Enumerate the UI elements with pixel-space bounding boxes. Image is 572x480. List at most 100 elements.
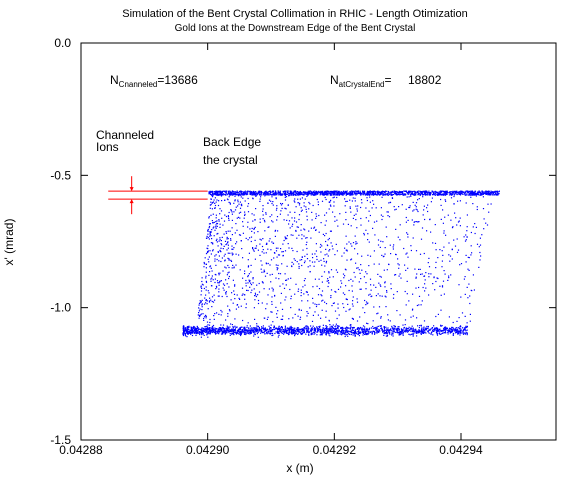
scatter-point xyxy=(281,203,284,205)
scatter-point xyxy=(214,273,216,276)
scatter-point xyxy=(206,321,209,323)
scatter-point xyxy=(465,190,467,192)
scatter-point xyxy=(486,193,488,195)
scatter-point xyxy=(184,331,186,333)
scatter-point xyxy=(334,333,336,335)
scatter-point xyxy=(270,311,272,313)
scatter-point xyxy=(333,205,335,207)
scatter-point xyxy=(219,239,221,241)
scatter-point xyxy=(354,335,356,337)
scatter-point xyxy=(242,225,244,227)
scatter-point xyxy=(380,327,382,330)
scatter-point xyxy=(252,248,254,250)
scatter-point xyxy=(365,304,367,306)
scatter-point xyxy=(464,193,466,195)
scatter-point xyxy=(257,329,259,331)
scatter-point xyxy=(227,194,229,196)
scatter-point xyxy=(439,333,441,335)
scatter-point xyxy=(389,193,391,196)
scatter-point xyxy=(275,209,278,211)
scatter-point xyxy=(450,193,452,195)
scatter-point xyxy=(276,313,278,315)
scatter-point xyxy=(289,331,291,333)
scatter-point xyxy=(313,227,315,229)
scatter-point xyxy=(254,194,256,196)
scatter-point xyxy=(333,330,335,332)
scatter-point xyxy=(468,257,470,259)
scatter-point xyxy=(249,237,251,239)
scatter-point xyxy=(409,205,411,207)
scatter-point xyxy=(239,327,241,329)
scatter-point xyxy=(233,330,235,332)
scatter-point xyxy=(215,239,217,242)
scatter-point xyxy=(263,328,265,330)
scatter-point xyxy=(309,329,311,331)
scatter-point xyxy=(205,275,207,277)
scatter-point xyxy=(459,332,461,334)
scatter-point xyxy=(280,331,282,333)
scatter-point xyxy=(239,217,241,219)
scatter-point xyxy=(209,321,211,324)
scatter-point xyxy=(432,330,434,332)
scatter-point xyxy=(386,330,388,332)
scatter-point xyxy=(470,190,472,192)
scatter-point xyxy=(328,271,330,273)
scatter-point xyxy=(418,268,420,270)
scatter-point xyxy=(270,281,272,283)
scatter-point xyxy=(415,194,417,196)
scatter-point xyxy=(374,328,377,330)
scatter-point xyxy=(486,224,489,226)
scatter-point xyxy=(488,211,490,213)
scatter-point xyxy=(269,216,271,218)
scatter-point xyxy=(277,310,279,312)
scatter-point xyxy=(292,263,295,265)
scatter-point xyxy=(467,191,469,193)
scatter-point xyxy=(205,302,207,304)
scatter-point xyxy=(201,329,203,331)
scatter-point xyxy=(337,225,339,227)
scatter-point xyxy=(442,194,444,196)
scatter-point xyxy=(380,285,382,287)
scatter-point xyxy=(413,332,415,334)
scatter-point xyxy=(302,328,304,330)
scatter-point xyxy=(261,331,263,333)
scatter-point xyxy=(359,272,361,274)
scatter-point xyxy=(225,231,227,233)
scatter-point xyxy=(339,333,341,335)
scatter-point xyxy=(395,331,397,333)
scatter-point xyxy=(286,193,288,195)
scatter-point xyxy=(354,333,356,335)
scatter-point xyxy=(312,257,314,259)
scatter-point xyxy=(257,336,259,338)
scatter-point xyxy=(250,193,252,195)
scatter-point xyxy=(395,208,397,210)
scatter-point xyxy=(471,193,473,195)
scatter-point xyxy=(361,202,363,204)
scatter-point xyxy=(229,334,231,336)
scatter-point xyxy=(208,238,210,240)
scatter-point xyxy=(376,326,378,328)
scatter-point xyxy=(357,191,359,193)
scatter-point xyxy=(379,246,381,248)
scatter-point xyxy=(224,240,227,242)
scatter-point xyxy=(412,210,414,212)
scatter-point xyxy=(306,193,308,195)
scatter-point xyxy=(319,330,321,332)
scatter-point xyxy=(242,319,244,322)
scatter-point xyxy=(280,318,282,320)
scatter-point xyxy=(247,282,249,284)
scatter-point xyxy=(479,191,481,193)
scatter-point xyxy=(269,238,271,240)
scatter-point xyxy=(211,300,213,303)
scatter-point xyxy=(380,240,382,242)
scatter-point xyxy=(396,191,398,193)
scatter-point xyxy=(433,192,435,194)
scatter-point xyxy=(329,331,332,333)
scatter-point xyxy=(188,329,190,331)
scatter-point xyxy=(491,194,493,196)
scatter-point xyxy=(410,333,412,335)
scatter-point xyxy=(186,331,188,333)
scatter-point xyxy=(337,328,339,330)
scatter-point xyxy=(317,193,319,195)
scatter-point xyxy=(293,193,295,195)
